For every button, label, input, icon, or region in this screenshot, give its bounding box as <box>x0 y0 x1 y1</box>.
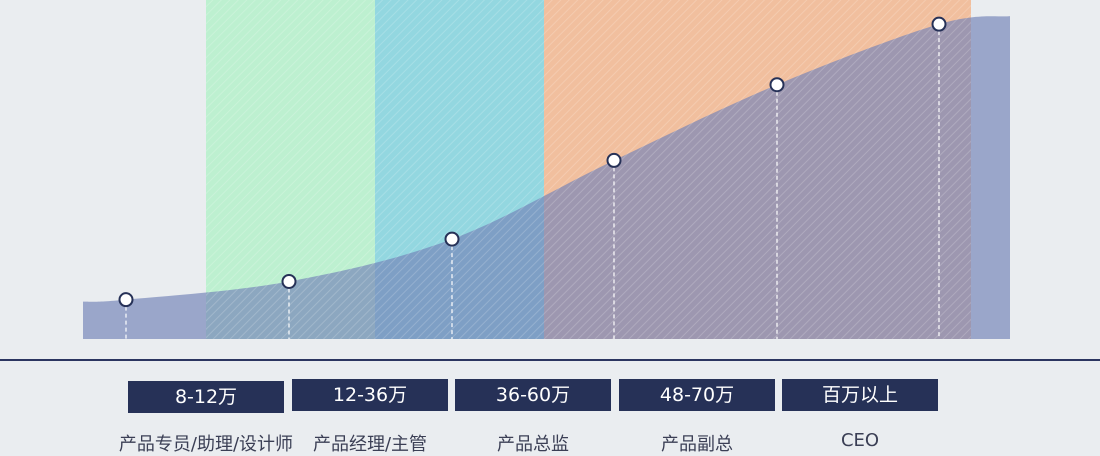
data-point-6 <box>931 16 947 32</box>
role-label-5: CEO <box>840 430 880 451</box>
band-stripes <box>206 0 971 339</box>
role-label-2: 产品经理/主管 <box>312 434 428 455</box>
salary-badge-3: 36-60万 <box>455 379 611 411</box>
salary-badge-4: 48-70万 <box>619 379 775 411</box>
data-point-3 <box>444 231 460 247</box>
salary-badge-5: 百万以上 <box>782 379 938 411</box>
salary-badge-2: 12-36万 <box>292 379 448 411</box>
salary-badge-1: 8-12万 <box>128 381 284 413</box>
role-label-3: 产品总监 <box>497 434 569 455</box>
data-point-2 <box>281 273 297 289</box>
data-point-1 <box>118 292 134 308</box>
x-axis-line <box>0 359 1100 361</box>
salary-curve-chart <box>83 0 1010 340</box>
role-label-4: 产品副总 <box>661 434 733 455</box>
role-label-1: 产品专员/助理/设计师 <box>118 434 294 455</box>
data-point-5 <box>769 77 785 93</box>
data-point-4 <box>606 152 622 168</box>
